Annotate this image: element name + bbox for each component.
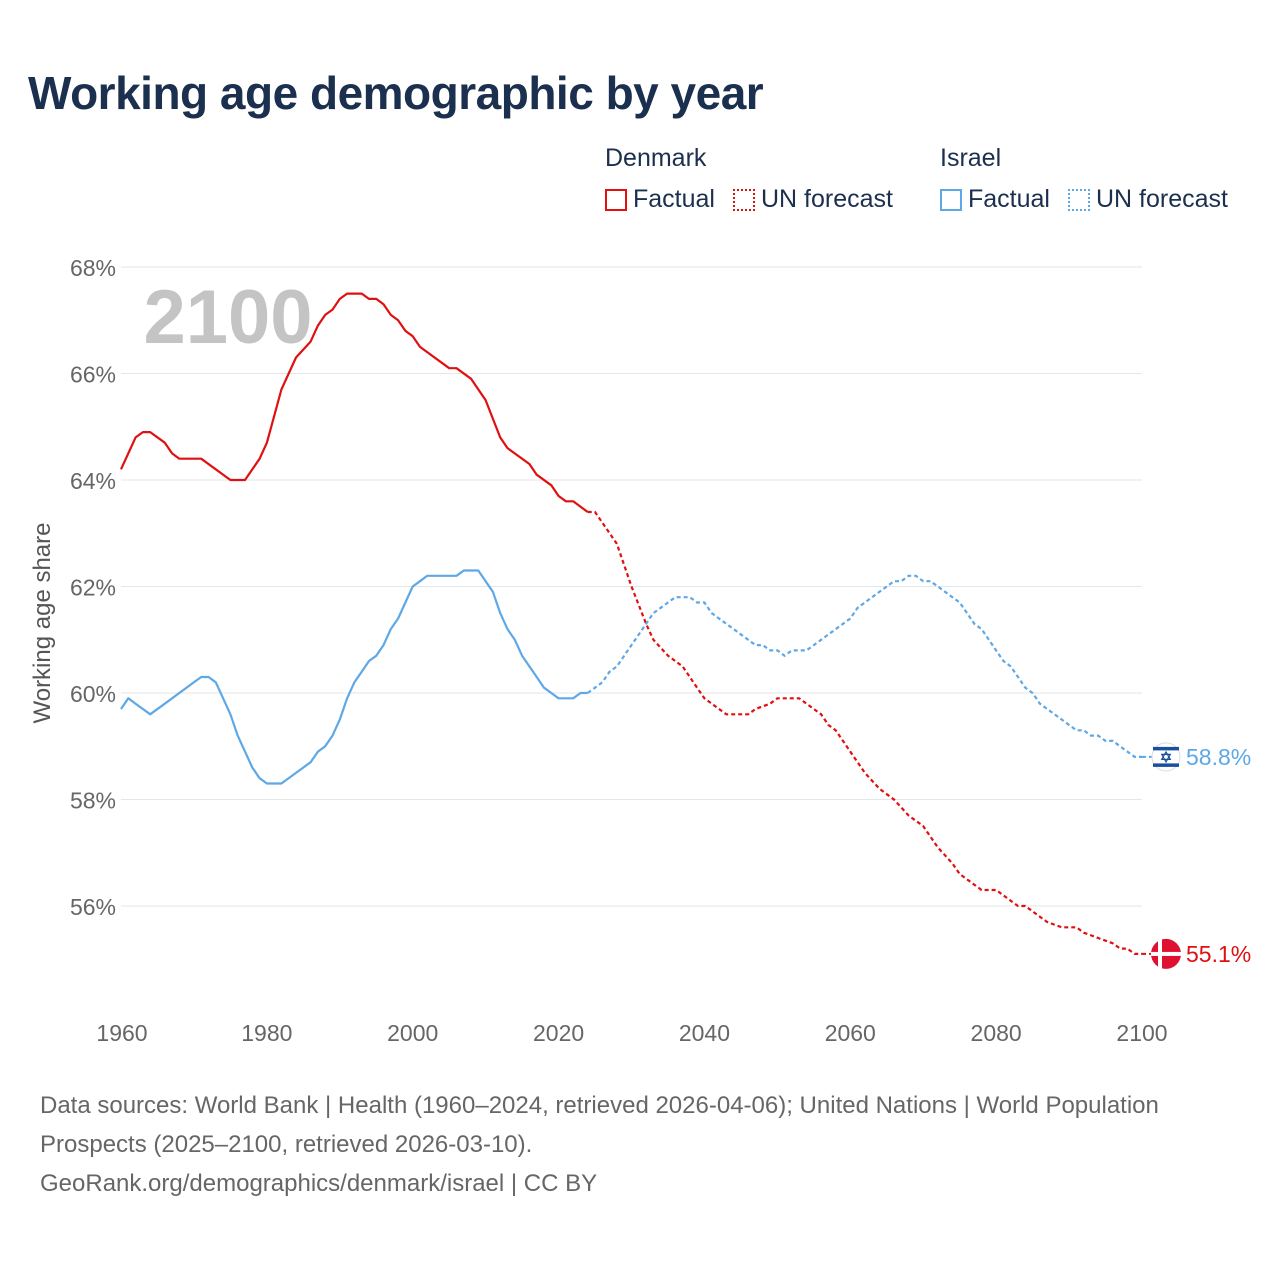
grid-lines	[121, 266, 1142, 907]
y-tick-label: 68%	[70, 255, 116, 281]
end-label-denmark: 55.1%	[1186, 941, 1251, 967]
chart-title: Working age demographic by year	[28, 67, 764, 119]
legend-item-denmark-factual[interactable]: Factual	[605, 185, 715, 214]
legend-swatch	[732, 188, 755, 211]
legend-label: Factual	[968, 185, 1050, 213]
legend-label: UN forecast	[760, 185, 893, 213]
y-tick-label: 66%	[70, 362, 116, 388]
denmark-flag-icon	[1151, 938, 1181, 969]
legend-swatch	[1067, 188, 1090, 211]
legend-group-israel: Israel Factual UN forecast	[940, 144, 1246, 214]
x-axis-ticks: 1960 1980 2000 2020 2040 2060 2080 2100	[96, 1020, 1167, 1046]
legend-group-denmark: Denmark Factual UN forecast	[605, 144, 911, 214]
x-tick-label: 2100	[1116, 1020, 1167, 1046]
x-tick-label: 1980	[241, 1020, 292, 1046]
x-tick-label: 1960	[96, 1020, 147, 1046]
legend-item-israel-forecast[interactable]: UN forecast	[1067, 185, 1228, 214]
legend-item-denmark-forecast[interactable]: UN forecast	[732, 185, 893, 214]
series-line-denmark-forecast	[587, 510, 1142, 955]
y-axis-label: Working age share	[29, 523, 56, 724]
y-tick-label: 62%	[70, 575, 116, 601]
israel-flag-icon	[1151, 742, 1181, 772]
x-tick-label: 2040	[679, 1020, 730, 1046]
year-overlay: 2100	[143, 275, 312, 360]
y-tick-label: 56%	[70, 894, 116, 920]
y-tick-label: 60%	[70, 681, 116, 707]
legend-swatch	[605, 188, 627, 211]
x-tick-label: 2000	[387, 1020, 438, 1046]
legend-label: UN forecast	[1095, 185, 1228, 213]
series-line-israel-forecast	[587, 574, 1142, 758]
x-tick-label: 2060	[825, 1020, 876, 1046]
x-tick-label: 2020	[533, 1020, 584, 1046]
series-lines	[119, 292, 1142, 955]
legend-label: Factual	[633, 185, 715, 213]
y-tick-label: 58%	[70, 788, 116, 814]
y-axis-ticks: 56% 58% 60% 62% 64% 66% 68%	[70, 255, 116, 920]
credit-link[interactable]: GeoRank.org/demographics/denmark/israel …	[40, 1170, 598, 1197]
y-tick-label: 64%	[70, 468, 116, 494]
series-line-israel-factual	[120, 569, 588, 785]
footer: Data sources: World Bank | Health (1960–…	[40, 1086, 1160, 1203]
line-chart: 56% 58% 60% 62% 64% 66% 68% 1960 1980 2000 2020 20…	[29, 255, 1251, 1046]
legend-group-name: Israel	[940, 144, 1002, 172]
legend-group-name: Denmark	[605, 144, 707, 172]
legend-swatch	[940, 188, 962, 211]
end-label-israel: 58.8%	[1186, 744, 1251, 770]
end-labels: 55.1% 58.8%	[1142, 742, 1251, 969]
series-line-denmark-factual	[119, 292, 589, 513]
x-tick-label: 2080	[971, 1020, 1022, 1046]
legend-item-israel-factual[interactable]: Factual	[940, 185, 1050, 214]
data-sources: Data sources: World Bank | Health (1960–…	[40, 1092, 1159, 1158]
